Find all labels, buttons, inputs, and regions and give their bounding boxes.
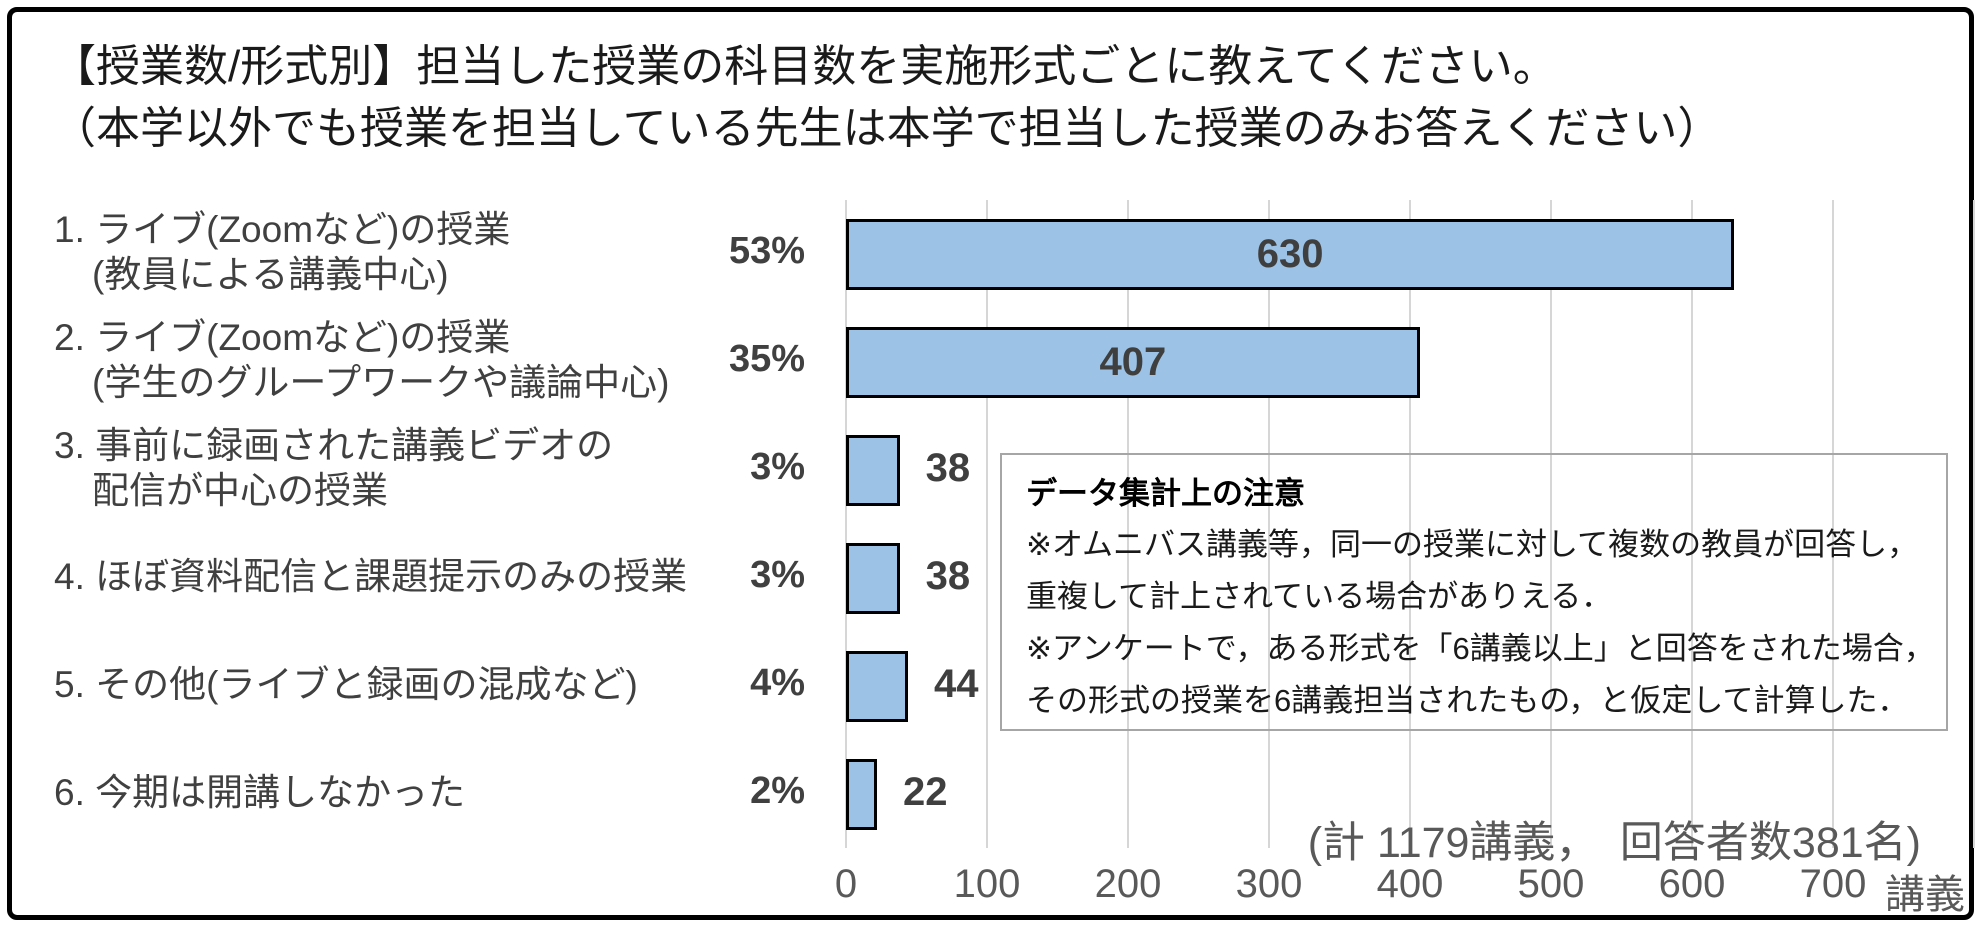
category-label-line: 3. 事前に録画された講義ビデオの — [54, 425, 614, 466]
bar-value-label: 38 — [925, 554, 971, 598]
bar: 630 — [846, 218, 1735, 290]
x-tick-label: 100 — [953, 862, 1021, 906]
grid-line — [1127, 200, 1129, 848]
note-line: ※オムニバス講義等，同一の授業に対して複数の教員が回答し， — [1026, 527, 1919, 562]
grid-line — [1268, 200, 1270, 848]
x-tick-label: 0 — [834, 862, 858, 906]
grid-line — [1409, 200, 1411, 848]
category-label: 3. 事前に録画された講義ビデオの 配信が中心の授業 — [54, 423, 774, 513]
bar — [846, 758, 878, 830]
percent-label: 4% — [750, 662, 805, 704]
category-label-line: 配信が中心の授業 — [92, 470, 388, 511]
percent-label: 53% — [728, 230, 805, 272]
chart-title-line2: （本学以外でも授業を担当している先生は本学で担当した授業のみお答えください） — [52, 104, 1722, 153]
chart-title: 【授業数/形式別】担当した授業の科目数を実施形式ごとに教えてください。 （本学以… — [52, 36, 1721, 160]
percent-label: 3% — [750, 554, 805, 596]
bar-value-label: 44 — [934, 662, 979, 706]
category-label-line: 2. ライブ(Zoomなど)の授業 — [54, 317, 511, 358]
category-label: 1. ライブ(Zoomなど)の授業 (教員による講義中心) — [54, 207, 774, 297]
percent-label: 2% — [750, 770, 805, 812]
note-line: ※アンケートで，ある形式を「6講義以上」と回答をされた場合， — [1026, 631, 1935, 666]
note-line: 重複して計上されている場合がありえる． — [1026, 579, 1613, 614]
bar — [846, 650, 909, 722]
category-label-line: 6. 今期は開講しなかった — [54, 771, 466, 813]
category-label-line: 1. ライブ(Zoomなど)の授業 — [54, 209, 511, 250]
x-tick-label: 600 — [1658, 862, 1726, 906]
x-tick-label: 400 — [1376, 862, 1444, 906]
percent-label: 35% — [728, 338, 805, 380]
total-summary-label: (計 1179講義， 回答者数381名) — [1307, 819, 1921, 867]
x-tick-label: 700 — [1799, 862, 1867, 906]
category-label-line: (教員による講義中心) — [92, 254, 449, 295]
x-tick-label: 500 — [1517, 862, 1585, 906]
grid-line — [1550, 200, 1552, 848]
grid-line — [1832, 200, 1834, 848]
category-label: 2. ライブ(Zoomなど)の授業 (学生のグループワークや議論中心) — [54, 315, 774, 405]
grid-line — [1973, 200, 1975, 848]
bar — [846, 434, 900, 506]
grid-line — [845, 200, 847, 848]
category-label: 4. ほぼ資料配信と課題提示のみの授業 — [54, 554, 774, 599]
grid-line — [986, 200, 988, 848]
bar-value-label: 38 — [925, 446, 971, 490]
bar-value-label: 22 — [903, 770, 948, 814]
grid-line — [1691, 200, 1693, 848]
category-label: 6. 今期は開講しなかった — [54, 770, 774, 815]
category-label: 5. その他(ライブと録画の混成など) — [54, 662, 774, 707]
x-axis-unit-label: 講義 — [1885, 873, 1965, 917]
percent-label: 3% — [750, 446, 805, 488]
bar-value-label: 630 — [1256, 231, 1324, 276]
x-tick-label: 300 — [1235, 862, 1303, 906]
bar — [846, 542, 900, 614]
note-box-title: データ集計上の注意 — [1026, 476, 1305, 511]
category-label-line: (学生のグループワークや議論中心) — [92, 362, 670, 403]
chart-title-line1: 【授業数/形式別】担当した授業の科目数を実施形式ごとに教えてください。 — [52, 42, 1557, 91]
category-label-line: 4. ほぼ資料配信と課題提示のみの授業 — [54, 555, 688, 597]
bar: 407 — [846, 326, 1420, 398]
x-tick-label: 200 — [1094, 862, 1162, 906]
bar-value-label: 407 — [1099, 339, 1167, 384]
chart-frame: 【授業数/形式別】担当した授業の科目数を実施形式ごとに教えてください。 （本学以… — [7, 7, 1975, 920]
note-line: その形式の授業を6講義担当されたもの，と仮定して計算した． — [1026, 683, 1909, 718]
note-box: データ集計上の注意 ※オムニバス講義等，同一の授業に対して複数の教員が回答し， … — [1000, 453, 1948, 731]
plot-area: 講義 0 100 200 300 400 500 600 700 630 407 38 38 44 22 — [835, 200, 1975, 917]
category-label-line: 5. その他(ライブと録画の混成など) — [54, 663, 638, 705]
